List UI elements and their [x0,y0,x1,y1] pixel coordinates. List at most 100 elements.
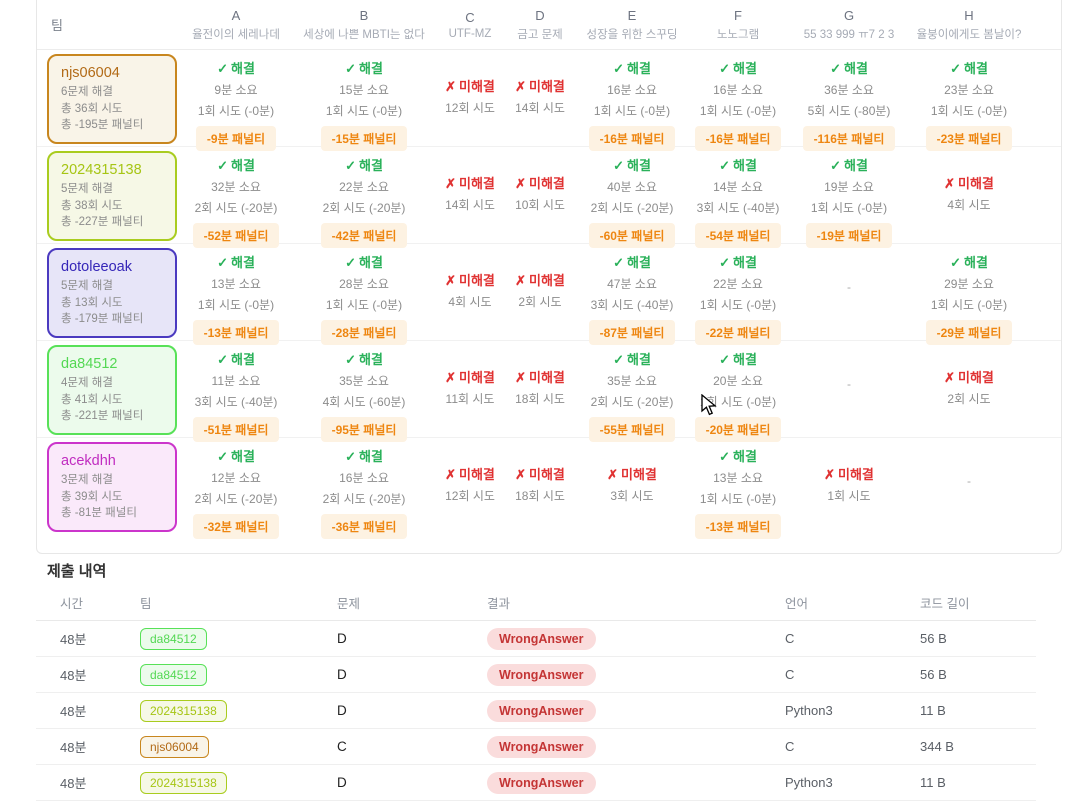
submission-language: C [785,667,795,682]
time-taken: 40분 소요 [607,180,657,194]
solved-label: 해결 [732,352,757,367]
submission-problem: D [337,703,347,718]
penalty-badge: -9분 패널티 [195,126,277,151]
attempt-count: 1회 시도 (-0분) [325,298,403,312]
team-pill-njs06004[interactable]: njs06004 [140,735,209,758]
solved-label: 해결 [230,255,255,270]
solved-status: ✓ 해결 [830,155,868,174]
result-cell-dotoleeoak-C: ✗ 미해결 4회 시도 [433,244,507,314]
attempt-count: 3회 시도 (-40분) [194,395,278,409]
check-icon: ✓ [719,449,730,464]
team-box-da84512[interactable]: da84512 4문제 해결 총 41회 시도 총 -221분 패널티 [47,345,177,436]
team-pill-2024315138[interactable]: 2024315138 [140,771,227,794]
failed-label: 미해결 [621,467,657,482]
time-taken: 28분 소요 [339,277,389,291]
team-cell: 2024315138 5문제 해결 총 38회 시도 총 -227분 패널티 [37,147,177,242]
penalty-badge: -52분 패널티 [192,223,280,248]
team-box-dotoleeoak[interactable]: dotoleeoak 5문제 해결 총 13회 시도 총 -179분 패널티 [47,248,177,339]
failed-label: 미해결 [958,370,994,385]
submission-language: C [785,739,795,754]
team-pill-2024315138[interactable]: 2024315138 [140,699,227,722]
check-icon: ✓ [830,158,841,173]
cross-icon: ✗ [515,370,526,385]
result-cell-da84512-C: ✗ 미해결 11회 시도 [433,341,507,411]
team-row: da84512 4문제 해결 총 41회 시도 총 -221분 패널티 ✓ 해결 11분 소… [37,341,1061,442]
no-submission-dash: - [847,280,851,294]
cross-icon: ✗ [445,467,456,482]
time-taken: 36분 소요 [824,83,874,97]
result-badge: WrongAnswer [487,663,596,686]
result-cell-njs06004-F: ✓ 해결 16분 소요 1회 시도 (-0분) -16분 패널티 [691,50,785,151]
problem-header-A[interactable]: A 율전이의 세레나데 [177,8,295,42]
result-cell-da84512-D: ✗ 미해결 18회 시도 [507,341,573,411]
attempt-count: 18회 시도 [515,392,565,406]
problem-header-G[interactable]: G 55 33 999 ㅠ7 2 3 [785,8,913,42]
check-icon: ✓ [345,255,356,270]
attempt-count: 4회 시도 [448,295,492,309]
solved-status: ✓ 해결 [217,155,255,174]
result-cell-da84512-B: ✓ 해결 35분 소요 4회 시도 (-60분) -95분 패널티 [295,341,433,442]
failed-status: ✗ 미해결 [607,464,657,483]
penalty-badge: -54분 패널티 [694,223,782,248]
time-taken: 35분 소요 [339,374,389,388]
penalty-badge: -19분 패널티 [805,223,893,248]
team-name: 2024315138 [61,162,142,178]
solved-status: ✓ 해결 [345,252,383,271]
check-icon: ✓ [345,352,356,367]
scoreboard-body: njs06004 6문제 해결 총 36회 시도 총 -195분 패널티 ✓ 해결 9분 소… [37,50,1061,539]
solved-status: ✓ 해결 [345,446,383,465]
result-badge: WrongAnswer [487,771,596,794]
problem-letter-label: A [231,7,241,23]
problem-header-H[interactable]: H 율붕이에게도 봄날이? [913,8,1025,42]
submissions-col-header-4: 언어 [785,597,809,611]
penalty-badge: -20분 패널티 [694,417,782,442]
submission-result-cell: WrongAnswer [487,627,785,650]
solved-label: 해결 [732,61,757,76]
solved-label: 해결 [230,352,255,367]
check-icon: ✓ [217,61,228,76]
submission-problem: D [337,775,347,790]
problem-title-label: UTF-MZ [448,27,492,40]
check-icon: ✓ [345,61,356,76]
time-taken: 13분 소요 [713,471,763,485]
problem-header-F[interactable]: F 노노그램 [691,8,785,42]
time-taken: 20분 소요 [713,374,763,388]
failed-status: ✗ 미해결 [515,464,565,483]
cross-icon: ✗ [445,79,456,94]
solved-label: 해결 [230,449,255,464]
solved-status: ✓ 해결 [345,155,383,174]
failed-label: 미해결 [459,79,495,94]
team-box-acekdhh[interactable]: acekdhh 3문제 해결 총 39회 시도 총 -81분 패널티 [47,442,177,533]
attempt-count: 1회 시도 (-0분) [699,395,777,409]
problem-header-E[interactable]: E 성장을 위한 스꾸딩 [573,8,691,42]
solved-label: 해결 [358,255,383,270]
team-attempt-count: 총 39회 시도 [61,490,123,503]
attempt-count: 2회 시도 [518,295,562,309]
time-taken: 16분 소요 [339,471,389,485]
time-taken: 16분 소요 [713,83,763,97]
problem-header-D[interactable]: D 금고 문제 [507,8,573,42]
failed-status: ✗ 미해결 [445,76,495,95]
submissions-header-row: 시간 팀 문제 결과 언어 코드 길이 [36,585,1036,621]
solved-status: ✓ 해결 [345,349,383,368]
team-box-2024315138[interactable]: 2024315138 5문제 해결 총 38회 시도 총 -227분 패널티 [47,151,177,242]
submission-problem: D [337,631,347,646]
problem-header-C[interactable]: C UTF-MZ [433,10,507,40]
cross-icon: ✗ [607,467,618,482]
attempt-count: 3회 시도 (-40분) [590,298,674,312]
team-pill-da84512[interactable]: da84512 [140,627,207,650]
solved-label: 해결 [358,158,383,173]
result-cell-2024315138-H: ✗ 미해결 4회 시도 [913,147,1025,217]
result-cell-dotoleeoak-F: ✓ 해결 22분 소요 1회 시도 (-0분) -22분 패널티 [691,244,785,345]
team-pill-da84512[interactable]: da84512 [140,663,207,686]
submissions-col-header-3: 결과 [487,597,511,611]
check-icon: ✓ [613,255,624,270]
failed-status: ✗ 미해결 [445,367,495,386]
penalty-badge: -51분 패널티 [192,417,280,442]
problem-header-B[interactable]: B 세상에 나쁜 MBTI는 없다 [295,8,433,42]
team-box-njs06004[interactable]: njs06004 6문제 해결 총 36회 시도 총 -195분 패널티 [47,54,177,145]
solved-label: 해결 [963,61,988,76]
team-penalty-total: 총 -179분 패널티 [61,313,144,326]
attempt-count: 1회 시도 (-0분) [593,104,671,118]
team-attempt-count: 총 13회 시도 [61,296,123,309]
